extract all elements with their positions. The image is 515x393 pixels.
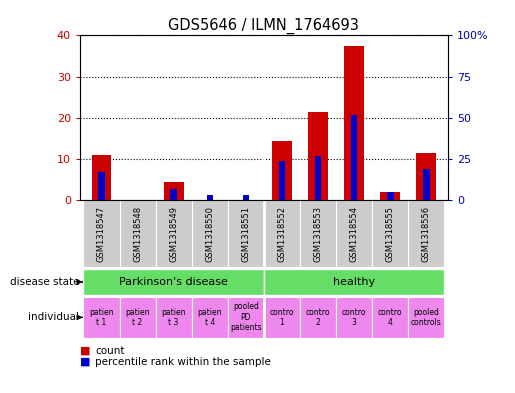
Text: GSM1318555: GSM1318555 (386, 206, 395, 262)
Bar (156, 297, 192, 338)
Text: patien
t 1: patien t 1 (89, 308, 114, 327)
Text: GSM1318551: GSM1318551 (242, 206, 250, 262)
Text: pooled
PD
patients: pooled PD patients (230, 303, 262, 332)
Bar (92, 155, 111, 200)
Text: ■: ■ (80, 356, 90, 367)
Text: GSM1318552: GSM1318552 (278, 206, 286, 262)
Bar (192, 200, 228, 267)
Title: GDS5646 / ILMN_1764693: GDS5646 / ILMN_1764693 (168, 18, 359, 34)
Text: healthy: healthy (333, 277, 375, 287)
Text: contro
1: contro 1 (270, 308, 294, 327)
Text: GSM1318547: GSM1318547 (97, 206, 106, 262)
Bar (408, 200, 444, 267)
Bar (156, 200, 192, 267)
Text: count: count (95, 345, 125, 356)
Text: disease state: disease state (10, 277, 79, 287)
Bar (381, 192, 400, 200)
Bar (417, 153, 436, 200)
Bar (272, 141, 292, 200)
Bar (387, 192, 393, 200)
Text: percentile rank within the sample: percentile rank within the sample (95, 356, 271, 367)
Text: GSM1318548: GSM1318548 (133, 206, 142, 262)
Bar (264, 297, 300, 338)
Text: GSM1318550: GSM1318550 (205, 206, 214, 262)
Text: contro
3: contro 3 (342, 308, 367, 327)
Text: GSM1318554: GSM1318554 (350, 206, 358, 262)
Text: pooled
controls: pooled controls (411, 308, 442, 327)
Bar (192, 297, 228, 338)
Text: GSM1318556: GSM1318556 (422, 206, 431, 262)
Text: Parkinson's disease: Parkinson's disease (119, 277, 228, 287)
Bar (83, 200, 119, 267)
Bar (351, 115, 357, 200)
Bar (279, 161, 285, 200)
Bar (344, 46, 364, 200)
Bar (300, 297, 336, 338)
Bar (119, 297, 156, 338)
Bar (228, 297, 264, 338)
Bar (336, 297, 372, 338)
Text: individual: individual (28, 312, 79, 322)
Bar (119, 200, 156, 267)
Bar (228, 200, 264, 267)
Bar (336, 200, 372, 267)
Bar (308, 112, 328, 200)
Text: patien
t 2: patien t 2 (125, 308, 150, 327)
Bar (264, 200, 300, 267)
Bar (264, 269, 444, 295)
Bar (164, 182, 184, 200)
Bar (207, 195, 213, 200)
Bar (83, 297, 119, 338)
Bar (83, 269, 264, 295)
Text: patien
t 3: patien t 3 (161, 308, 186, 327)
Text: patien
t 4: patien t 4 (198, 308, 222, 327)
Bar (98, 173, 105, 200)
Bar (408, 297, 444, 338)
Bar (372, 297, 408, 338)
Bar (423, 169, 430, 200)
Bar (372, 200, 408, 267)
Text: contro
2: contro 2 (306, 308, 330, 327)
Text: GSM1318549: GSM1318549 (169, 206, 178, 262)
Bar (315, 156, 321, 200)
Bar (300, 200, 336, 267)
Text: GSM1318553: GSM1318553 (314, 206, 322, 262)
Bar (243, 195, 249, 200)
Text: ■: ■ (80, 345, 90, 356)
Text: contro
4: contro 4 (378, 308, 403, 327)
Bar (170, 189, 177, 200)
